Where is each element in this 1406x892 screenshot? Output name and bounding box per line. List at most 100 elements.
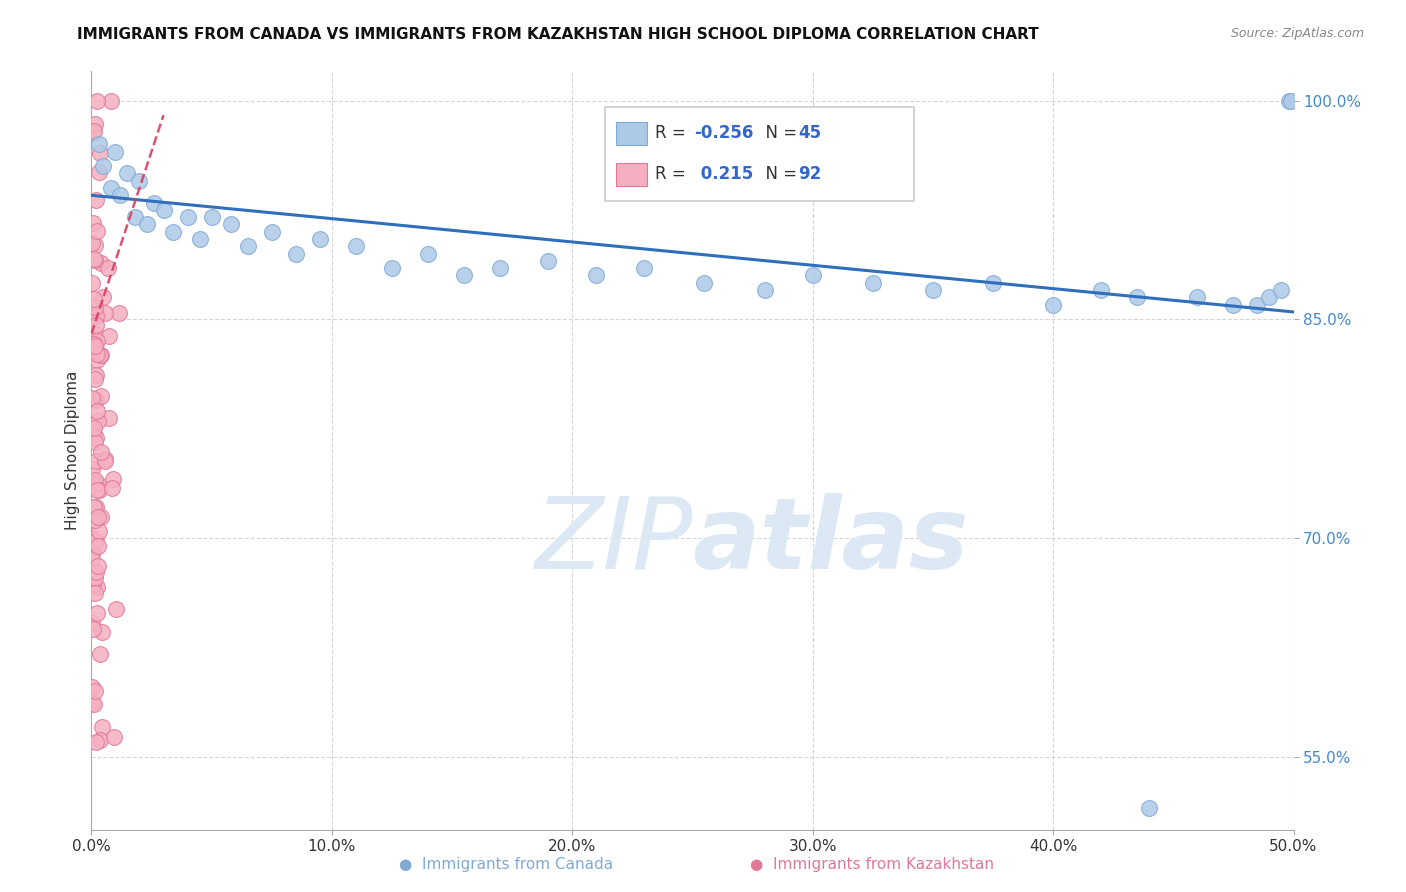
Point [82,125,104,139]
Point [162,225,184,239]
Point [1222,298,1244,312]
Text: ZIP: ZIP [534,493,692,590]
Text: 92: 92 [799,166,823,184]
Point [91,720,114,734]
Point [80,616,103,631]
Point [87,483,110,497]
Point [80,461,103,475]
Point [101,472,124,486]
Point [101,481,124,495]
Point [82,543,104,558]
Point [80,531,103,545]
Point [80,392,103,406]
Point [89,146,111,161]
Point [117,166,139,180]
Point [84,372,107,386]
Point [83,238,105,252]
Point [83,571,105,585]
Point [83,337,105,351]
Point [84,310,107,324]
Text: ●  Immigrants from Kazakhstan: ● Immigrants from Kazakhstan [749,857,994,872]
Text: R =: R = [655,166,696,184]
Point [83,426,105,441]
Point [83,697,105,711]
Point [83,326,105,341]
Point [83,301,105,315]
Text: IMMIGRANTS FROM CANADA VS IMMIGRANTS FROM KAZAKHSTAN HIGH SCHOOL DIPLOMA CORRELA: IMMIGRANTS FROM CANADA VS IMMIGRANTS FRO… [77,27,1039,42]
Point [82,696,104,710]
Point [1279,94,1302,108]
Point [344,239,367,253]
Point [110,188,132,202]
Point [453,268,475,283]
Point [1137,800,1160,814]
Point [80,276,103,290]
Point [83,477,105,491]
Point [108,306,131,320]
Point [82,216,104,230]
Text: Source: ZipAtlas.com: Source: ZipAtlas.com [1230,27,1364,40]
Text: N =: N = [755,124,803,142]
Point [1258,290,1281,304]
Point [84,500,107,515]
Point [94,452,117,467]
Point [89,647,111,661]
Point [416,246,439,260]
Point [84,431,107,445]
Point [90,510,112,524]
Point [83,585,105,599]
Point [83,421,105,435]
Point [104,145,127,159]
Point [90,389,112,403]
Point [124,210,146,224]
Point [801,268,824,283]
Point [83,124,105,138]
Point [82,680,104,694]
Point [1278,94,1301,108]
Point [128,174,150,188]
Point [100,94,122,108]
Point [84,734,107,748]
Point [86,403,108,417]
Point [83,392,105,406]
Point [87,137,110,152]
Point [93,306,115,320]
Point [84,318,107,332]
Point [84,565,107,579]
Point [86,334,108,348]
Point [87,558,110,573]
Point [284,246,307,260]
Text: 0.215: 0.215 [695,166,752,184]
Y-axis label: High School Diploma: High School Diploma [65,371,80,530]
Point [236,239,259,253]
Point [82,341,104,355]
Point [90,445,112,459]
Point [219,218,242,232]
Point [754,283,776,297]
Point [1042,298,1064,312]
Point [82,235,104,250]
Point [87,510,110,524]
Point [84,534,107,549]
Point [91,290,114,304]
Point [84,435,107,450]
Point [188,232,211,246]
Point [633,261,655,276]
Point [585,268,607,283]
Point [80,552,103,566]
Point [142,195,165,210]
Point [90,348,112,362]
Point [84,393,107,408]
Point [87,524,110,538]
Point [93,159,115,173]
Point [176,210,198,224]
Point [1270,283,1292,297]
Point [84,368,107,382]
Point [84,252,107,267]
Text: ●  Immigrants from Canada: ● Immigrants from Canada [399,857,613,872]
Text: atlas: atlas [692,493,969,590]
Point [83,252,105,266]
Point [83,500,105,514]
Point [86,454,108,468]
Point [135,218,157,232]
